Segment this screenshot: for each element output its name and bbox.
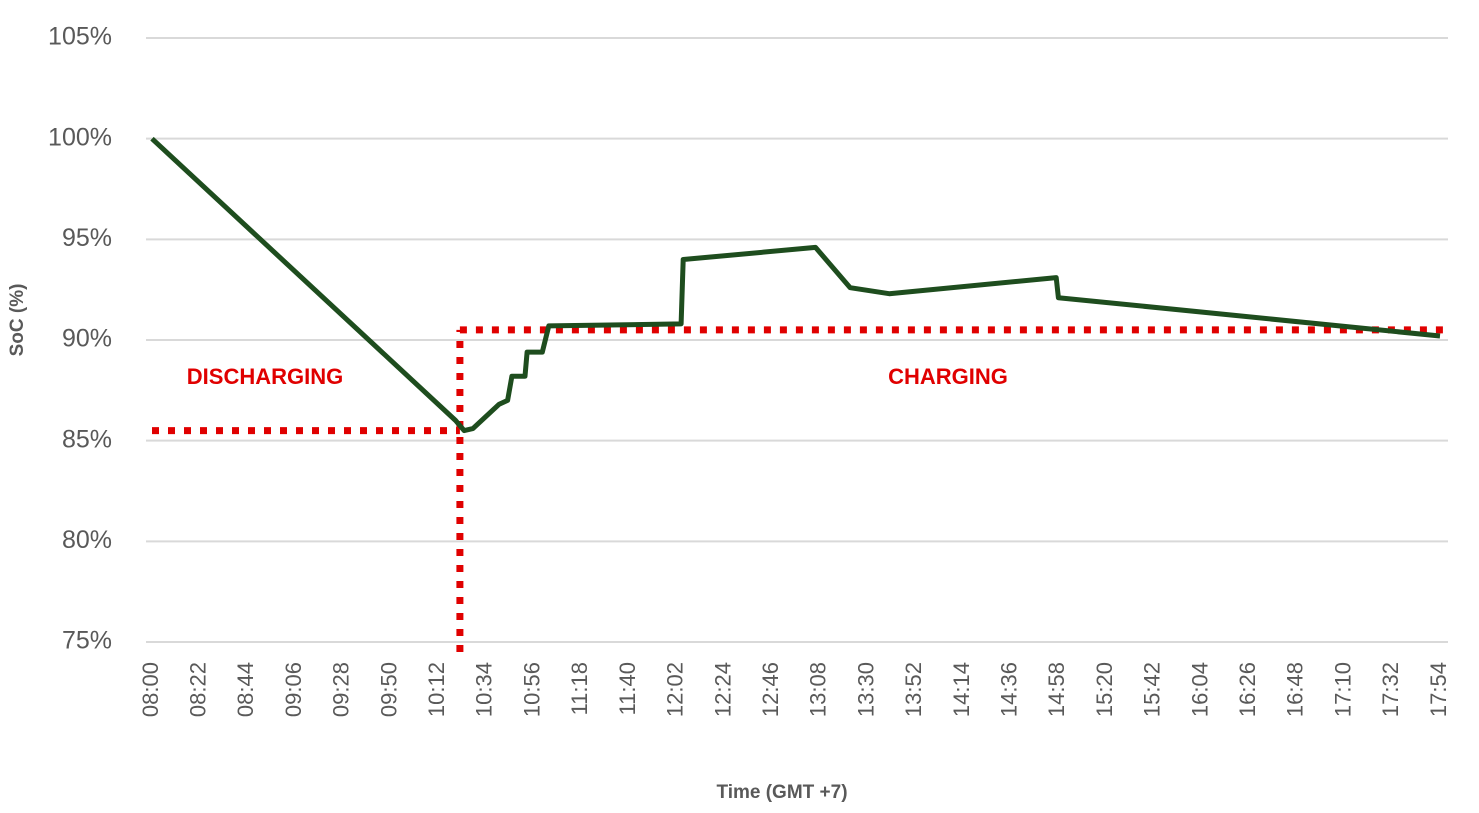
x-tick-label: 17:10 xyxy=(1330,662,1355,717)
annotation: DISCHARGING xyxy=(187,364,343,389)
x-tick-label: 11:40 xyxy=(615,662,640,715)
x-tick-label: 14:14 xyxy=(949,662,974,717)
x-tick-label: 13:30 xyxy=(853,662,878,717)
x-tick-label: 09:50 xyxy=(376,662,401,717)
x-tick-label: 12:02 xyxy=(663,662,688,717)
x-axis-title: Time (GMT +7) xyxy=(716,782,847,803)
x-tick-label: 14:58 xyxy=(1044,662,1069,717)
x-tick-label: 15:20 xyxy=(1092,662,1117,717)
x-tick-label: 17:32 xyxy=(1378,662,1403,717)
x-tick-label: 08:44 xyxy=(233,662,258,717)
y-tick-label: 100% xyxy=(48,123,112,151)
x-tick-label: 14:36 xyxy=(996,662,1021,717)
y-axis-title: SoC (%) xyxy=(7,284,28,357)
y-tick-label: 85% xyxy=(62,425,112,453)
x-tick-label: 15:42 xyxy=(1140,662,1165,717)
y-tick-label: 105% xyxy=(48,23,112,51)
x-tick-label: 17:54 xyxy=(1426,662,1451,717)
x-tick-label: 13:52 xyxy=(901,662,926,717)
x-tick-label: 13:08 xyxy=(806,662,831,717)
x-tick-label: 09:06 xyxy=(281,662,306,717)
x-tick-label: 11:18 xyxy=(567,662,592,715)
y-tick-label: 80% xyxy=(62,526,112,554)
x-tick-label: 08:00 xyxy=(138,662,163,717)
annotation: CHARGING xyxy=(888,364,1008,389)
x-tick-label: 12:46 xyxy=(758,662,783,717)
x-tick-label: 12:24 xyxy=(710,662,735,717)
x-tick-label: 09:28 xyxy=(329,662,354,717)
y-tick-label: 90% xyxy=(62,325,112,353)
series-line xyxy=(150,136,1441,434)
x-tick-label: 10:34 xyxy=(472,662,497,717)
x-tick-label: 16:26 xyxy=(1235,662,1260,717)
x-tick-label: 10:56 xyxy=(519,662,544,717)
x-tick-label: 16:48 xyxy=(1283,662,1308,717)
x-tick-label: 08:22 xyxy=(186,662,211,717)
y-tick-label: 75% xyxy=(62,627,112,655)
x-tick-label: 10:12 xyxy=(424,662,449,717)
x-tick-label: 16:04 xyxy=(1187,662,1212,717)
y-tick-label: 95% xyxy=(62,224,112,252)
